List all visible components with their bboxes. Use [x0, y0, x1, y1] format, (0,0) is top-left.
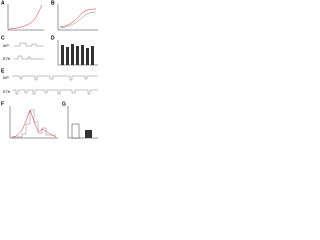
page: {"panels": [ {"label": "A"}, {"label": "… — [0, 0, 100, 143]
trace — [12, 89, 98, 95]
axes — [9, 106, 58, 139]
panel-label: B — [51, 0, 55, 6]
bar — [71, 123, 80, 139]
fit-curve — [11, 109, 57, 138]
panel-d: D — [51, 35, 98, 66]
trace-label: E7K — [3, 56, 11, 61]
panel-f: F — [1, 101, 58, 139]
panel-a: A — [1, 0, 44, 31]
panel-g: G — [62, 101, 98, 139]
panel-c: C WT E7K — [1, 35, 44, 61]
panel-label: E — [1, 68, 5, 74]
curve — [8, 4, 43, 30]
figure: A B C WT E7K D E WT E7K F — [1, 0, 98, 139]
panel-label: D — [51, 35, 55, 41]
panel-label: A — [1, 0, 5, 6]
trace — [14, 55, 44, 60]
curve — [59, 11, 97, 29]
histogram — [12, 109, 56, 138]
trace-label: WT — [3, 75, 10, 80]
panel-label: C — [1, 35, 5, 41]
trace-label: E7K — [3, 89, 11, 94]
trace — [14, 42, 44, 47]
panel-b: B — [51, 0, 98, 31]
bars — [61, 44, 94, 65]
axes — [57, 40, 98, 66]
panel-label: F — [1, 101, 4, 107]
axes — [57, 4, 98, 31]
trace — [12, 75, 98, 81]
panel-label: G — [62, 101, 66, 107]
trace-label: WT — [3, 43, 10, 48]
panel-e: E WT E7K — [1, 68, 98, 95]
axes — [7, 4, 44, 31]
curve — [59, 8, 97, 28]
bar — [85, 130, 92, 138]
